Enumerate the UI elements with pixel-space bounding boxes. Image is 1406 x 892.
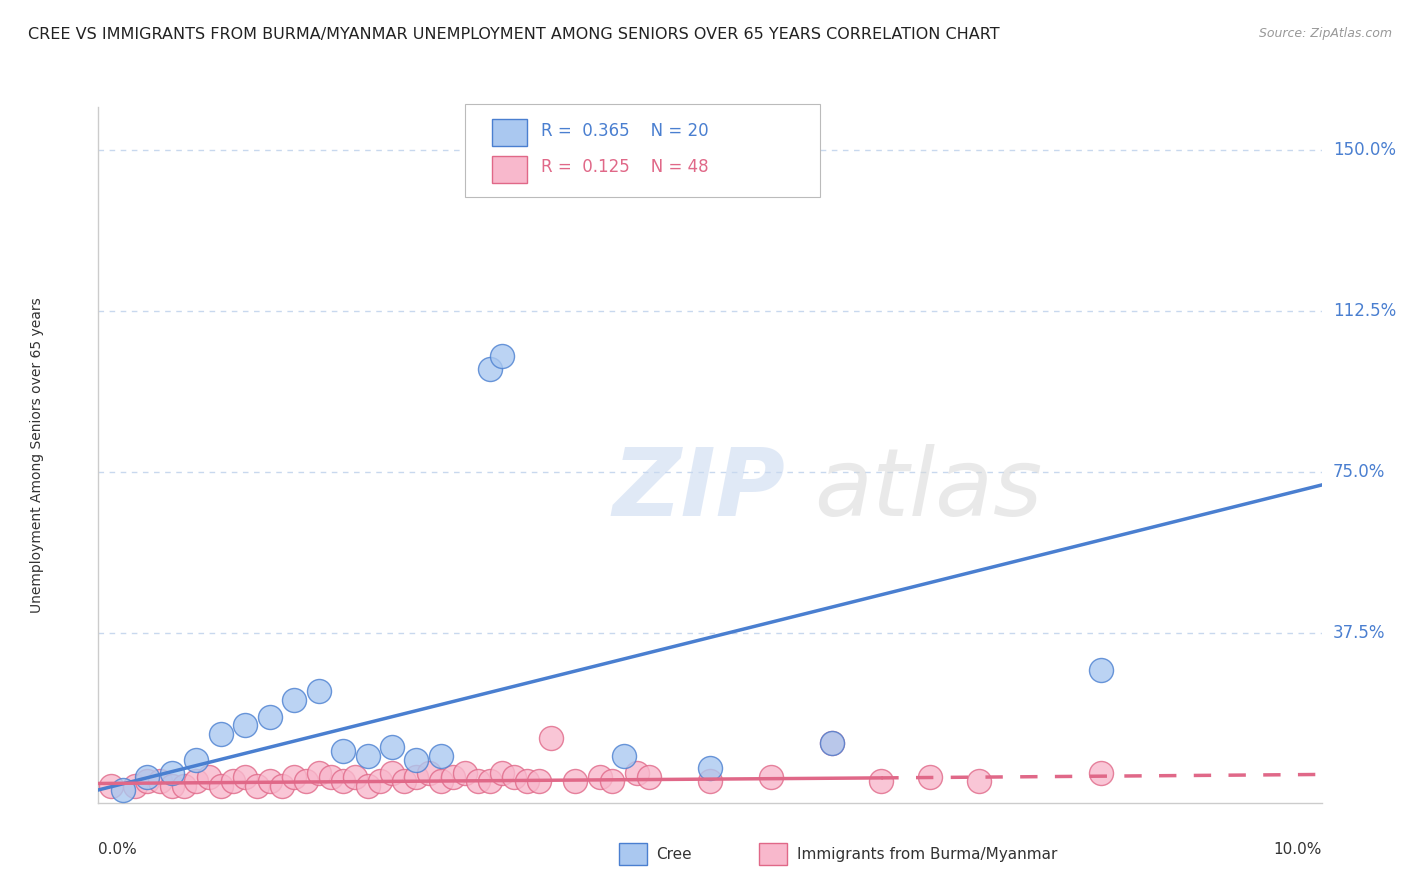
Point [295, 774, 318, 789]
Point [259, 710, 281, 724]
Point [246, 779, 269, 793]
Point [186, 774, 208, 789]
Point [173, 779, 195, 793]
Point [308, 684, 330, 698]
Point [699, 774, 721, 789]
Point [197, 770, 219, 784]
Text: Cree: Cree [657, 847, 692, 862]
Point [589, 770, 612, 784]
Point [392, 774, 416, 789]
Text: 75.0%: 75.0% [1333, 463, 1385, 481]
Point [319, 770, 342, 784]
Bar [492, 156, 527, 183]
Text: Source: ZipAtlas.com: Source: ZipAtlas.com [1258, 27, 1392, 40]
Point [186, 753, 208, 767]
Point [527, 774, 550, 789]
Point [467, 774, 489, 789]
Point [491, 349, 513, 363]
Point [308, 765, 330, 780]
Point [368, 774, 391, 789]
Text: 150.0%: 150.0% [1333, 141, 1396, 159]
Point [564, 774, 586, 789]
Point [821, 736, 844, 750]
Point [259, 774, 281, 789]
Point [1090, 765, 1112, 780]
Point [430, 748, 453, 763]
Point [136, 774, 159, 789]
Point [100, 779, 122, 793]
Text: 10.0%: 10.0% [1274, 842, 1322, 856]
Text: CREE VS IMMIGRANTS FROM BURMA/MYANMAR UNEMPLOYMENT AMONG SENIORS OVER 65 YEARS C: CREE VS IMMIGRANTS FROM BURMA/MYANMAR UN… [28, 27, 1000, 42]
Point [233, 770, 256, 784]
Point [418, 765, 440, 780]
Text: R =  0.125    N = 48: R = 0.125 N = 48 [541, 158, 709, 177]
Point [821, 736, 844, 750]
Bar [492, 120, 527, 145]
Text: 112.5%: 112.5% [1333, 302, 1396, 320]
Point [124, 779, 146, 793]
Point [209, 779, 232, 793]
Text: atlas: atlas [814, 444, 1042, 535]
Point [381, 765, 404, 780]
Point [1090, 663, 1112, 677]
Point [967, 774, 990, 789]
Text: ZIP: ZIP [612, 443, 785, 536]
Point [405, 770, 427, 784]
Point [160, 779, 183, 793]
Point [209, 727, 232, 741]
Point [356, 748, 378, 763]
Point [430, 774, 453, 789]
Point [503, 770, 526, 784]
Point [478, 362, 501, 376]
Point [332, 744, 354, 758]
Point [136, 770, 159, 784]
Point [149, 774, 172, 789]
Point [111, 783, 134, 797]
Point [381, 739, 404, 754]
Point [283, 692, 305, 706]
FancyBboxPatch shape [465, 103, 820, 197]
Point [516, 774, 538, 789]
Point [637, 770, 661, 784]
Point [344, 770, 367, 784]
Point [540, 731, 562, 746]
Point [870, 774, 893, 789]
Point [613, 748, 636, 763]
Point [441, 770, 464, 784]
Text: Unemployment Among Seniors over 65 years: Unemployment Among Seniors over 65 years [31, 297, 44, 613]
Point [626, 765, 648, 780]
Point [233, 718, 256, 732]
Text: 0.0%: 0.0% [98, 842, 138, 856]
Point [478, 774, 501, 789]
Text: R =  0.365    N = 20: R = 0.365 N = 20 [541, 121, 709, 139]
Point [332, 774, 354, 789]
Point [160, 765, 183, 780]
Point [699, 761, 721, 775]
Point [283, 770, 305, 784]
Point [600, 774, 623, 789]
Point [454, 765, 477, 780]
Point [405, 753, 427, 767]
Point [759, 770, 782, 784]
Point [356, 779, 378, 793]
Text: 37.5%: 37.5% [1333, 624, 1385, 642]
Point [920, 770, 942, 784]
Point [491, 765, 513, 780]
Text: Immigrants from Burma/Myanmar: Immigrants from Burma/Myanmar [797, 847, 1057, 862]
Point [270, 779, 292, 793]
Point [222, 774, 245, 789]
